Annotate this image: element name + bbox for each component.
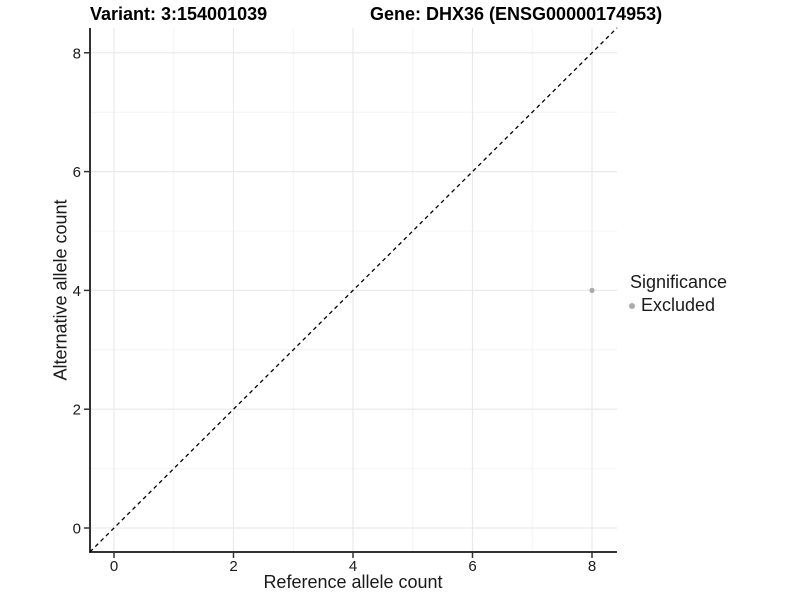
x-tick-label: 4 [349, 558, 357, 575]
plot-title-gene: Gene: DHX36 (ENSG00000174953) [370, 4, 663, 24]
x-tick-label: 2 [229, 558, 237, 575]
y-axis-title: Alternative allele count [50, 199, 71, 381]
legend-entry-label: Excluded [641, 295, 716, 315]
x-tick-label: 6 [468, 558, 476, 575]
data-point [589, 287, 595, 293]
legend-title: Significance [630, 272, 728, 292]
y-tick-label: 6 [73, 164, 81, 181]
y-tick-label: 8 [73, 45, 81, 62]
x-tick-label: 0 [110, 558, 118, 575]
x-axis-title: Reference allele count [263, 572, 443, 592]
y-tick-label: 2 [73, 402, 81, 419]
y-tick-label: 0 [73, 521, 81, 538]
legend: Significance Excluded [629, 272, 727, 316]
identity-dashed-line [89, 27, 618, 553]
y-tick-label: 4 [73, 283, 81, 300]
legend-entry-excluded: Excluded [629, 295, 727, 316]
legend-point-icon [629, 302, 635, 309]
plot-title-variant: Variant: 3:154001039 [90, 4, 268, 24]
x-tick-label: 8 [588, 558, 596, 575]
